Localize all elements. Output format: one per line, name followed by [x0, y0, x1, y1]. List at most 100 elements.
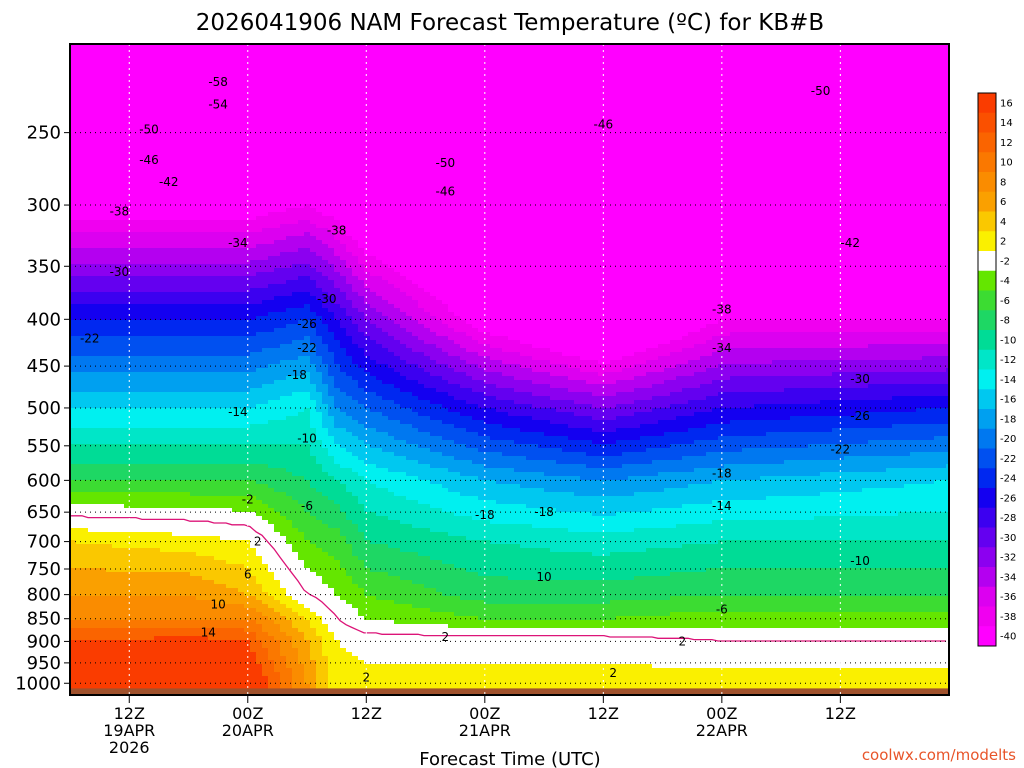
temperature-cell	[178, 324, 185, 329]
temperature-cell	[94, 320, 101, 325]
temperature-cell	[142, 144, 149, 149]
temperature-cell	[208, 140, 215, 145]
temperature-cell	[214, 256, 221, 261]
temperature-cell	[130, 328, 137, 333]
temperature-cell	[244, 584, 251, 589]
temperature-cell	[172, 408, 179, 413]
temperature-cell	[166, 272, 173, 277]
temperature-cell	[94, 540, 101, 545]
temperature-cell	[172, 544, 179, 549]
temperature-cell	[142, 244, 149, 249]
temperature-cell	[178, 100, 185, 105]
temperature-cell	[70, 648, 77, 653]
temperature-cell	[112, 252, 119, 257]
temperature-cell	[118, 512, 125, 517]
temperature-cell	[196, 216, 203, 221]
temperature-cell	[100, 148, 107, 153]
temperature-cell	[154, 168, 161, 173]
temperature-cell	[160, 528, 167, 533]
temperature-cell	[232, 124, 239, 129]
temperature-cell	[100, 524, 107, 529]
temperature-cell	[244, 224, 251, 229]
temperature-cell	[130, 500, 137, 505]
temperature-cell	[76, 348, 83, 353]
temperature-cell	[190, 64, 197, 69]
temperature-cell	[118, 508, 125, 513]
temperature-cell	[184, 288, 191, 293]
temperature-cell	[250, 168, 257, 173]
temperature-cell	[100, 144, 107, 149]
temperature-cell	[118, 376, 125, 381]
temperature-cell	[106, 364, 113, 369]
temperature-cell	[202, 204, 209, 209]
temperature-cell	[112, 572, 119, 577]
temperature-cell	[238, 84, 245, 89]
temperature-cell	[100, 236, 107, 241]
temperature-cell	[130, 148, 137, 153]
temperature-cell	[154, 44, 161, 49]
temperature-cell	[88, 300, 95, 305]
temperature-cell	[232, 140, 239, 145]
temperature-cell	[118, 684, 125, 689]
temperature-cell	[220, 444, 227, 449]
temperature-cell	[124, 196, 131, 201]
temperature-cell	[172, 480, 179, 485]
temperature-cell	[112, 668, 119, 673]
temperature-cell	[214, 384, 221, 389]
temperature-cell	[226, 196, 233, 201]
temperature-cell	[118, 76, 125, 81]
temperature-cell	[136, 52, 143, 57]
temperature-cell	[244, 344, 251, 349]
temperature-cell	[184, 568, 191, 573]
temperature-cell	[70, 300, 77, 305]
temperature-cell	[82, 540, 89, 545]
temperature-cell	[124, 612, 131, 617]
temperature-cell	[178, 180, 185, 185]
temperature-cell	[238, 328, 245, 333]
temperature-cell	[142, 664, 149, 669]
temperature-cell	[238, 512, 245, 517]
temperature-cell	[172, 600, 179, 605]
temperature-cell	[184, 428, 191, 433]
temperature-cell	[100, 316, 107, 321]
temperature-cell	[220, 180, 227, 185]
temperature-cell	[184, 112, 191, 117]
temperature-cell	[130, 448, 137, 453]
temperature-cell	[88, 612, 95, 617]
temperature-cell	[70, 392, 77, 397]
temperature-cell	[184, 488, 191, 493]
temperature-cell	[112, 372, 119, 377]
temperature-cell	[76, 92, 83, 97]
temperature-cell	[238, 348, 245, 353]
temperature-cell	[82, 468, 89, 473]
temperature-cell	[136, 256, 143, 261]
temperature-cell	[238, 252, 245, 257]
temperature-cell	[184, 392, 191, 397]
temperature-cell	[226, 76, 233, 81]
temperature-cell	[244, 124, 251, 129]
temperature-cell	[154, 368, 161, 373]
temperature-cell	[142, 684, 149, 689]
temperature-cell	[190, 432, 197, 437]
temperature-cell	[94, 328, 101, 333]
temperature-cell	[76, 452, 83, 457]
temperature-cell	[244, 212, 251, 217]
temperature-cell	[244, 136, 251, 141]
temperature-cell	[166, 284, 173, 289]
temperature-cell	[76, 240, 83, 245]
temperature-cell	[124, 88, 131, 93]
temperature-cell	[100, 460, 107, 465]
temperature-cell	[130, 96, 137, 101]
temperature-cell	[238, 428, 245, 433]
temperature-cell	[94, 112, 101, 117]
temperature-cell	[136, 116, 143, 121]
temperature-cell	[196, 524, 203, 529]
temperature-cell	[214, 152, 221, 157]
temperature-cell	[214, 552, 221, 557]
temperature-cell	[202, 128, 209, 133]
temperature-cell	[208, 620, 215, 625]
temperature-cell	[184, 356, 191, 361]
temperature-cell	[190, 384, 197, 389]
temperature-cell	[190, 100, 197, 105]
temperature-cell	[130, 368, 137, 373]
